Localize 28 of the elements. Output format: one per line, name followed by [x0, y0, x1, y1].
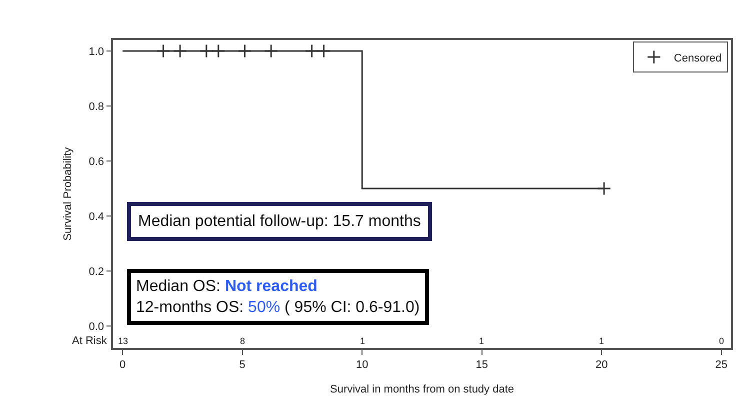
annotation: 1: [479, 336, 484, 346]
y-tick-label: 0.8: [88, 100, 104, 113]
annotation: Median potential follow-up: 15.7 months: [138, 213, 421, 230]
x-axis-title: Survival in months from on study date: [330, 384, 514, 396]
y-axis-title: Survival Probability: [62, 146, 74, 241]
y-tick-label: 0.0: [88, 320, 104, 333]
annotation: 13: [118, 336, 128, 346]
annotation: Median OS:: [136, 278, 220, 295]
x-tick-label: 10: [356, 358, 368, 371]
annotation: 8: [240, 336, 246, 346]
annotation: Not reached: [224, 278, 318, 295]
annotation: 0: [719, 336, 724, 346]
annotation: ( 95% CI: 0.6-91.0): [284, 298, 420, 316]
x-tick-label: 25: [715, 358, 728, 371]
annotation: 12-months OS:: [136, 298, 244, 316]
legend-label: Censored: [674, 52, 722, 64]
x-tick-label: 0: [120, 358, 126, 371]
x-tick-label: 15: [476, 358, 488, 371]
text: At Risk: [72, 335, 108, 347]
y-tick-label: 0.6: [88, 156, 104, 168]
y-tick-label: 0.4: [88, 210, 104, 223]
annotation: 1: [599, 336, 604, 346]
y-tick-label: 1.0: [88, 46, 104, 58]
annotation: 50%: [248, 298, 280, 316]
y-tick-label: 0.2: [88, 266, 104, 278]
annotation: 1: [360, 336, 366, 346]
x-tick-label: 20: [596, 358, 608, 371]
x-tick-label: 5: [239, 358, 246, 371]
